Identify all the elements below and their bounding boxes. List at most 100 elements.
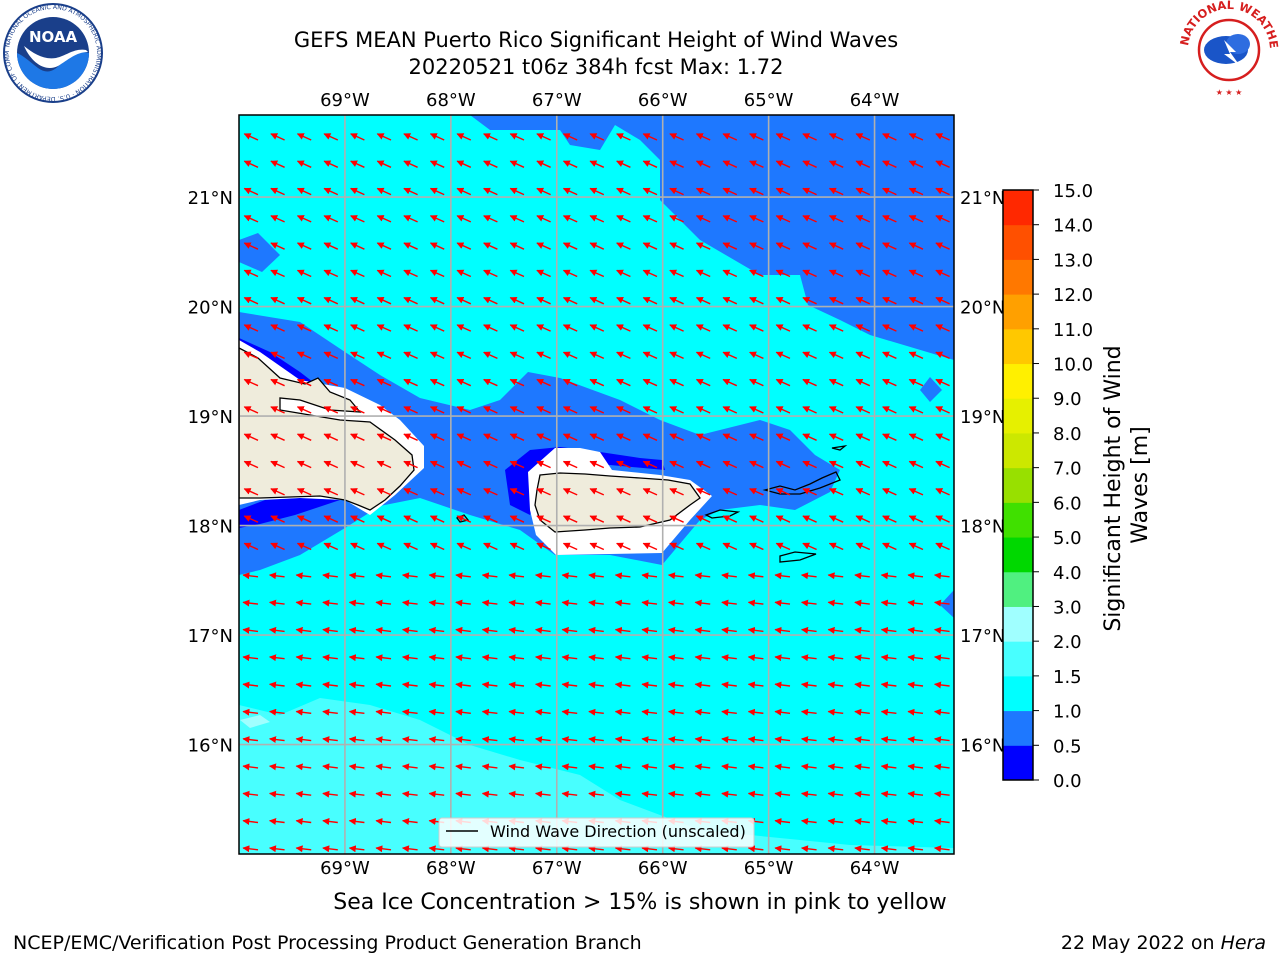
- wind-wave-arrow: [721, 599, 737, 607]
- colorbar-tick-label: 5.0: [1053, 528, 1082, 549]
- wind-wave-arrow: [749, 297, 764, 305]
- wind-wave-arrow: [855, 297, 871, 305]
- wind-wave-arrow: [589, 297, 605, 305]
- wind-wave-arrow: [669, 160, 684, 168]
- wind-wave-arrow: [802, 406, 817, 414]
- wind-wave-vectors: [242, 133, 950, 853]
- wind-wave-arrow: [428, 599, 445, 607]
- wind-wave-arrow: [801, 681, 817, 689]
- wind-wave-arrow: [641, 708, 658, 716]
- wind-wave-arrow: [270, 351, 285, 360]
- wind-wave-arrow: [908, 515, 924, 523]
- wind-wave-arrow: [242, 599, 259, 607]
- wind-wave-arrow: [375, 599, 392, 607]
- wind-wave-arrow: [535, 626, 551, 634]
- wind-wave-arrow: [243, 406, 259, 414]
- wind-wave-arrow: [323, 160, 339, 168]
- wind-wave-arrow: [350, 378, 365, 387]
- wind-wave-arrow: [614, 736, 631, 744]
- wind-wave-arrow: [774, 817, 791, 825]
- wind-wave-arrow: [561, 599, 578, 607]
- colorbar-tick-label: 3.0: [1053, 597, 1082, 618]
- wind-wave-arrow: [296, 351, 312, 360]
- wind-wave-arrow: [907, 817, 924, 825]
- wind-wave-arrow: [908, 187, 924, 196]
- wind-wave-arrow: [455, 654, 471, 662]
- wind-wave-arrow: [669, 433, 684, 441]
- wind-wave-arrow: [828, 460, 844, 469]
- wind-wave-arrow: [882, 215, 897, 223]
- wind-wave-arrow: [828, 187, 844, 196]
- wind-wave-arrow: [642, 515, 658, 523]
- colorbar: 0.0 0.5 1.0 1.5 2.0 3.0 4.0 5.0 6.0 7.0 8.0 9.0 10.0…: [1002, 181, 1093, 792]
- wind-wave-arrow: [855, 133, 871, 141]
- wind-wave-arrow: [882, 242, 897, 250]
- longitude-label: 66°W: [638, 90, 688, 111]
- wind-wave-arrow: [880, 599, 897, 607]
- wind-wave-arrow: [774, 708, 791, 716]
- wind-wave-arrow: [429, 133, 445, 141]
- wind-wave-arrow: [614, 763, 631, 771]
- wind-wave-arrow: [934, 626, 950, 634]
- longitude-label: 64°W: [850, 858, 900, 879]
- nws-logo: NATIONAL WEATHER SERVICE ★ ★ ★: [1178, 0, 1280, 98]
- wind-wave-arrow: [722, 378, 738, 387]
- wind-wave-arrow: [243, 351, 259, 360]
- land-virgin-islands: [762, 471, 841, 495]
- wind-wave-arrow: [934, 681, 950, 689]
- wind-wave-arrow: [880, 681, 897, 689]
- wind-wave-arrow: [722, 187, 738, 196]
- wind-wave-arrow: [935, 160, 950, 168]
- wind-wave-arrow: [536, 133, 551, 141]
- wind-wave-arrow: [882, 515, 897, 523]
- colorbar-segment: [1003, 502, 1033, 538]
- wind-wave-arrow: [616, 133, 631, 141]
- wind-wave-arrow: [536, 515, 551, 523]
- wind-wave-arrow: [429, 215, 445, 223]
- wind-wave-arrow: [456, 351, 472, 360]
- latitude-labels-right: 21°N 20°N 19°N 18°N 17°N 16°N: [960, 188, 1005, 756]
- longitude-labels-top: 69°W 68°W 67°W 66°W 65°W 64°W: [320, 90, 900, 111]
- wind-wave-arrow: [882, 187, 897, 196]
- colorbar-tick-label: 1.5: [1053, 667, 1082, 688]
- wind-wave-arrow: [456, 133, 472, 141]
- wind-wave-arrow: [721, 845, 737, 853]
- wind-wave-arrow: [801, 572, 817, 580]
- wind-wave-arrow: [403, 460, 418, 469]
- wind-wave-arrow: [562, 406, 578, 414]
- wind-wave-arrow: [882, 542, 897, 551]
- wave-height-1p5-2-south: [239, 698, 954, 854]
- wind-wave-arrow: [323, 187, 339, 196]
- wind-wave-arrow: [722, 433, 738, 441]
- colorbar-segment: [1003, 710, 1033, 746]
- wind-wave-arrow: [429, 242, 445, 250]
- wind-wave-arrow: [269, 599, 285, 607]
- wind-wave-arrow: [642, 187, 658, 196]
- wind-wave-arrow: [509, 351, 525, 360]
- wind-wave-arrow: [695, 351, 711, 360]
- wind-wave-arrow: [749, 488, 764, 496]
- wind-wave-arrow: [908, 133, 924, 141]
- wind-wave-arrow: [642, 324, 658, 332]
- wind-wave-arrow: [694, 763, 711, 771]
- wind-wave-arrow: [882, 269, 897, 278]
- latitude-labels-left: 21°N 20°N 19°N 18°N 17°N 16°N: [188, 188, 233, 756]
- colorbar-tick-label: 0.5: [1053, 736, 1082, 757]
- wind-wave-arrow: [509, 460, 525, 469]
- wind-wave-arrow: [882, 351, 897, 360]
- wind-wave-arrow: [588, 790, 604, 798]
- wind-wave-arrow: [669, 406, 684, 414]
- longitude-label: 67°W: [532, 858, 582, 879]
- wind-wave-arrow: [721, 790, 737, 798]
- wind-wave-arrow: [456, 187, 472, 196]
- wind-wave-arrow: [536, 187, 551, 196]
- wind-wave-arrow: [376, 297, 392, 305]
- wind-wave-arrow: [350, 460, 365, 469]
- wind-wave-arrow: [348, 845, 365, 853]
- wind-wave-arrow: [402, 599, 418, 607]
- wind-wave-arrow: [295, 572, 312, 580]
- wind-wave-arrow: [747, 763, 764, 771]
- wind-wave-arrow: [802, 460, 817, 469]
- wind-wave-arrow: [509, 378, 525, 387]
- wind-wave-arrow: [668, 736, 684, 744]
